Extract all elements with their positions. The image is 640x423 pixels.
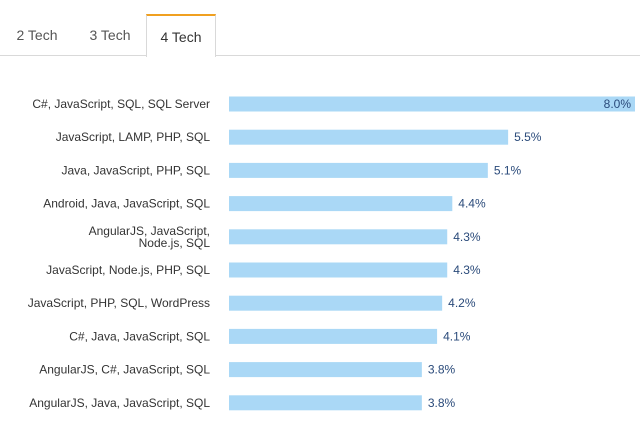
bar [229,196,453,212]
value-label: 4.4% [458,197,486,211]
value-label: 4.1% [443,329,471,343]
category-label: Android, Java, JavaScript, SQL [43,197,210,211]
bar [229,262,448,278]
value-label: 8.0% [604,97,632,111]
category-label: AngularJS, C#, JavaScript, SQL [39,363,210,377]
tab-2-tech[interactable]: 2 Tech [16,27,58,43]
category-label: AngularJS, JavaScript, Node.js, SQL [89,224,211,250]
category-label: JavaScript, Node.js, PHP, SQL [46,263,210,277]
value-label: 4.2% [448,296,476,310]
category-label: AngularJS, Java, JavaScript, SQL [29,396,210,410]
value-label: 3.8% [428,363,456,377]
value-label: 3.8% [428,396,456,410]
value-label: 4.3% [453,230,481,244]
bar [229,229,448,245]
category-label: JavaScript, LAMP, PHP, SQL [56,130,211,144]
value-label: 5.1% [494,163,522,177]
bar [229,328,438,344]
category-label: JavaScript, PHP, SQL, WordPress [28,296,210,310]
tab-bar: 2 Tech 3 Tech 4 Tech [0,0,640,57]
category-label: C#, Java, JavaScript, SQL [69,329,210,343]
bar [229,129,509,145]
bar [229,362,422,378]
bar [229,162,488,178]
bar [229,395,422,411]
value-label: 5.5% [514,130,542,144]
bar [229,295,443,311]
tab-4-tech[interactable]: 4 Tech [146,14,216,57]
value-label: 4.3% [453,263,481,277]
tab-3-tech[interactable]: 3 Tech [89,27,131,43]
bar-chart: C#, JavaScript, SQL, SQL Server 8.0% JavaS… [28,96,635,411]
bar [229,96,635,112]
category-label: Java, JavaScript, PHP, SQL [61,163,210,177]
category-label: C#, JavaScript, SQL, SQL Server [32,97,210,111]
